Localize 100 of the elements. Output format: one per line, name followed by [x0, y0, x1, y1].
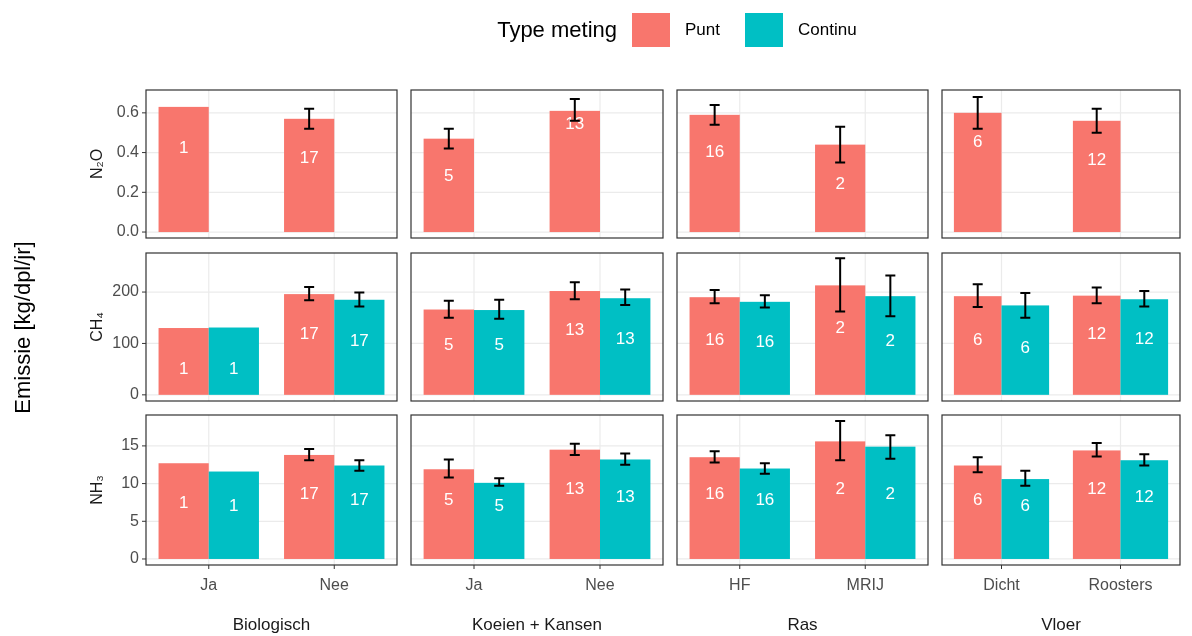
bar [208, 471, 259, 559]
x-tick-label: Roosters [1088, 576, 1153, 594]
x-axis-title: Vloer [1041, 615, 1082, 635]
bar [1120, 299, 1169, 395]
bar [474, 310, 525, 395]
annotation: 2 [885, 483, 896, 503]
y-tick-label: 5 [130, 511, 140, 529]
x-tick-label: MRIJ [846, 576, 884, 594]
annotation: 2 [885, 331, 896, 351]
y-tick-label: 0.2 [116, 182, 140, 200]
y-tick-label: 0 [130, 385, 140, 403]
annotation: 16 [755, 489, 775, 509]
annotation: 1 [229, 359, 239, 379]
annotation: 17 [349, 331, 369, 351]
y-tick-label: 10 [121, 473, 140, 491]
bar [334, 465, 385, 559]
bar [1001, 305, 1050, 395]
annotation: 5 [494, 495, 504, 515]
annotation: 16 [705, 484, 725, 504]
x-axis-title: Biologisch [232, 615, 311, 635]
legend-label: Continu [798, 20, 857, 40]
bar [865, 446, 916, 559]
y-tick-label: 0 [130, 549, 140, 567]
y-tick-label: 0.6 [116, 103, 140, 121]
bar [1072, 450, 1121, 559]
annotation: 13 [615, 486, 635, 506]
annotation: 17 [299, 324, 319, 344]
bar [953, 465, 1002, 559]
annotation: 6 [1020, 337, 1031, 357]
y-axis-title: N₂O [88, 148, 106, 180]
y-tick-label: 100 [112, 333, 140, 351]
annotation: 1 [178, 492, 189, 512]
legend-label: Punt [685, 20, 721, 40]
annotation: 1 [178, 138, 189, 158]
bar [689, 297, 740, 395]
annotation: 17 [299, 148, 319, 168]
annotation: 17 [349, 489, 369, 509]
y-axis-title: CH₄ [88, 312, 106, 342]
bar [284, 454, 335, 559]
bar [865, 296, 916, 395]
annotation: 5 [444, 335, 454, 355]
text: Emissie [kg/dpl/jr] [9, 241, 35, 414]
annotation: 17 [299, 484, 319, 504]
bar [600, 459, 651, 559]
bar [208, 327, 259, 395]
bar [600, 298, 651, 395]
annotation: 12 [1087, 150, 1107, 170]
x-tick-label: Dicht [983, 576, 1021, 594]
annotation: 5 [494, 335, 504, 355]
y-tick-label: 15 [121, 436, 140, 454]
annotation: 13 [565, 319, 585, 339]
annotation: 12 [1087, 479, 1107, 499]
bar [1120, 460, 1169, 559]
annotation: 6 [972, 132, 983, 152]
y-tick-label: 200 [112, 282, 140, 300]
annotation: 5 [444, 489, 454, 509]
annotation: 16 [755, 332, 775, 352]
annotation: 13 [565, 479, 585, 499]
bar [739, 468, 790, 559]
bar [815, 441, 866, 559]
annotation: 13 [615, 329, 635, 349]
annotation: 1 [229, 495, 239, 515]
y-axis-title: NH₃ [88, 475, 106, 505]
annotation: 5 [444, 165, 454, 185]
x-tick-label: HF [729, 576, 751, 594]
bar [689, 457, 740, 559]
bar [1001, 479, 1050, 559]
bar [423, 309, 474, 395]
annotation: 6 [972, 489, 983, 509]
bar [474, 482, 525, 559]
annotation: 6 [972, 330, 983, 350]
x-tick-label: Nee [319, 576, 350, 594]
annotation: 1 [178, 359, 189, 379]
bar [739, 301, 790, 395]
bar [284, 294, 335, 395]
x-tick-label: Nee [585, 576, 615, 594]
x-tick-label: Ja [465, 576, 483, 594]
bar [549, 449, 600, 559]
annotation: 2 [835, 173, 845, 193]
annotation: 2 [835, 479, 845, 499]
annotation: 12 [1134, 329, 1154, 349]
bar [423, 469, 474, 559]
y-tick-label: 0.0 [116, 222, 140, 240]
annotation: 16 [705, 142, 725, 162]
bar [334, 299, 385, 395]
bar [549, 291, 600, 395]
bar [158, 463, 209, 559]
annotation: 12 [1087, 324, 1107, 344]
annotation: 6 [1020, 495, 1031, 515]
bar [1072, 295, 1121, 395]
legend-title: Type meting [497, 16, 617, 42]
x-axis-title: Ras [787, 615, 818, 635]
annotation: 13 [565, 114, 585, 134]
annotation: 2 [835, 317, 845, 337]
annotation: 16 [705, 330, 725, 350]
annotation: 12 [1134, 486, 1154, 506]
x-axis-title: Koeien + Kansen [472, 615, 602, 635]
y-tick-label: 0.4 [116, 142, 140, 160]
bar [953, 296, 1002, 395]
bar [815, 285, 866, 395]
